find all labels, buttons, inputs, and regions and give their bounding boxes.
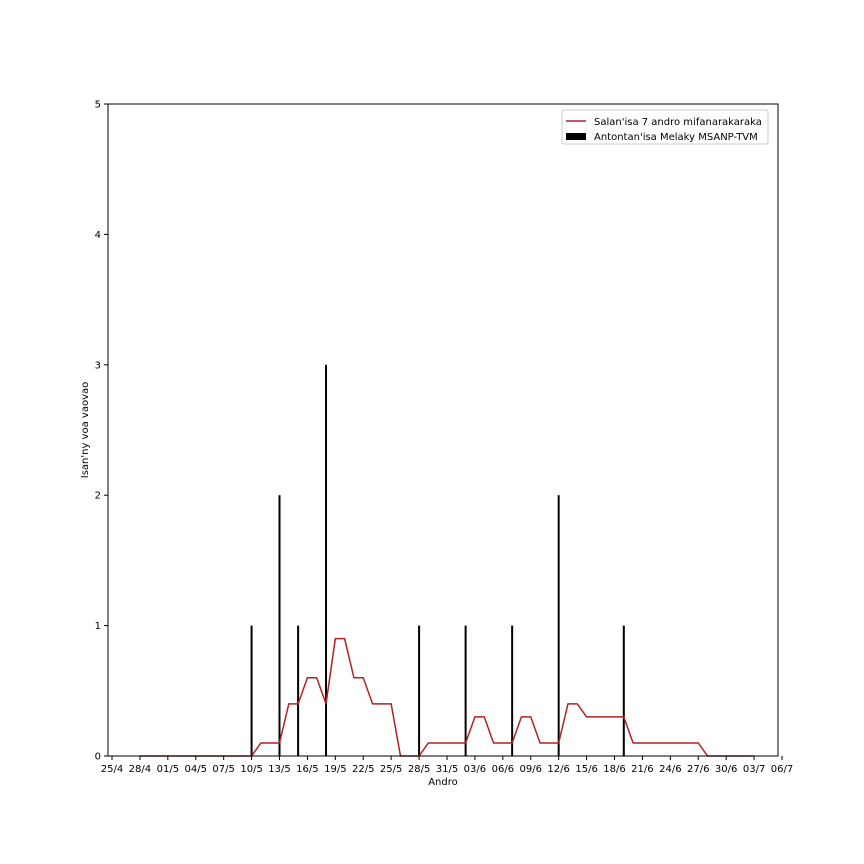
bar xyxy=(278,495,281,756)
x-tick-label: 28/4 xyxy=(129,764,151,775)
legend-box xyxy=(561,109,769,145)
x-axis-title: Andro xyxy=(428,777,458,788)
x-tick-label: 31/5 xyxy=(436,764,458,775)
legend: Salan'isa 7 andro mifanarakaraka Antonta… xyxy=(561,109,769,145)
y-tick-label: 3 xyxy=(95,360,101,371)
bar xyxy=(557,495,560,756)
x-tick-label: 19/5 xyxy=(324,764,346,775)
y-axis: 0 1 2 3 4 5 xyxy=(95,100,108,763)
bar xyxy=(464,625,467,756)
legend-item-bar-label: Antontan'isa Melaky MSANP-TVM xyxy=(594,132,758,143)
x-tick-label: 24/6 xyxy=(659,764,681,775)
legend-bar-swatch xyxy=(566,133,586,140)
x-tick-label: 28/5 xyxy=(408,764,430,775)
x-tick-label: 18/6 xyxy=(603,764,625,775)
x-tick-label: 27/6 xyxy=(687,764,709,775)
x-tick-label: 01/5 xyxy=(157,764,179,775)
bar xyxy=(622,625,625,756)
bar xyxy=(297,625,300,756)
bar xyxy=(325,364,328,756)
legend-item-line-label: Salan'isa 7 andro mifanarakaraka xyxy=(594,117,762,128)
x-tick-label: 16/5 xyxy=(296,764,318,775)
x-tick-label: 06/6 xyxy=(492,764,514,775)
y-axis-title: Isan'ny voa vaovao xyxy=(80,382,91,478)
x-tick-label: 25/4 xyxy=(101,764,123,775)
x-tick-label: 06/7 xyxy=(771,764,793,775)
x-tick-label: 21/6 xyxy=(631,764,653,775)
x-tick-label: 03/6 xyxy=(464,764,486,775)
x-tick-label: 25/5 xyxy=(380,764,402,775)
x-tick-label: 30/6 xyxy=(715,764,737,775)
x-tick-label: 07/5 xyxy=(212,764,234,775)
y-tick-label: 1 xyxy=(95,621,101,632)
x-tick-label: 03/7 xyxy=(743,764,765,775)
x-tick-label: 10/5 xyxy=(240,764,262,775)
y-tick-label: 0 xyxy=(95,752,101,763)
y-tick-label: 4 xyxy=(95,230,101,241)
bar xyxy=(511,625,514,756)
bar xyxy=(418,625,421,756)
x-tick-label: 12/6 xyxy=(547,764,569,775)
x-tick-label: 04/5 xyxy=(185,764,207,775)
bar xyxy=(250,625,253,756)
x-axis: 25/4 28/4 01/5 04/5 07/5 10/5 13/5 16/5 19/5 22/5… xyxy=(101,756,793,775)
plot-frame xyxy=(107,103,779,757)
x-tick-label: 09/6 xyxy=(520,764,542,775)
y-tick-label: 2 xyxy=(95,491,101,502)
x-tick-label: 13/5 xyxy=(268,764,290,775)
x-tick-label: 15/6 xyxy=(575,764,597,775)
x-tick-label: 22/5 xyxy=(352,764,374,775)
y-tick-label: 5 xyxy=(95,100,101,111)
